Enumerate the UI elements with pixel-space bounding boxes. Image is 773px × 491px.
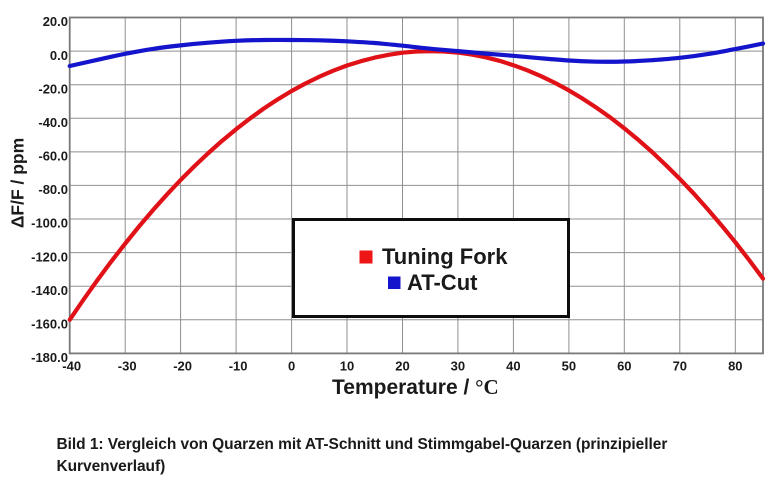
svg-text:40: 40 xyxy=(506,359,520,374)
svg-text:Temperature / °C: Temperature / °C xyxy=(332,375,499,399)
svg-text:-10: -10 xyxy=(229,359,248,374)
svg-text:Kurvenverlauf): Kurvenverlauf) xyxy=(57,458,166,475)
svg-text:ΔF/F / ppm: ΔF/F / ppm xyxy=(8,138,28,228)
svg-text:50: 50 xyxy=(562,359,576,374)
svg-text:AT-Cut: AT-Cut xyxy=(407,270,478,295)
svg-text:-100.0: -100.0 xyxy=(31,216,68,231)
svg-text:-160.0: -160.0 xyxy=(31,317,68,332)
svg-text:-20.0: -20.0 xyxy=(38,81,68,96)
svg-text:80: 80 xyxy=(728,359,742,374)
svg-text:20.0: 20.0 xyxy=(43,14,68,29)
svg-text:70: 70 xyxy=(673,359,687,374)
svg-text:0.0: 0.0 xyxy=(50,48,68,63)
svg-text:Bild 1: Vergleich von Quarzen: Bild 1: Vergleich von Quarzen mit AT-Sch… xyxy=(57,436,668,453)
svg-text:20: 20 xyxy=(395,359,409,374)
svg-text:-40.0: -40.0 xyxy=(38,115,68,130)
svg-text:60: 60 xyxy=(617,359,631,374)
svg-text:-20: -20 xyxy=(173,359,192,374)
svg-text:30: 30 xyxy=(451,359,465,374)
svg-text:-60.0: -60.0 xyxy=(38,149,68,164)
svg-text:-120.0: -120.0 xyxy=(31,249,68,264)
svg-text:-140.0: -140.0 xyxy=(31,283,68,298)
svg-text:-40: -40 xyxy=(62,359,81,374)
svg-text:-80.0: -80.0 xyxy=(38,182,68,197)
svg-text:Tuning Fork: Tuning Fork xyxy=(382,244,508,269)
svg-text:0: 0 xyxy=(288,359,295,374)
svg-text:-180.0: -180.0 xyxy=(31,350,68,365)
svg-text:-30: -30 xyxy=(118,359,137,374)
svg-text:10: 10 xyxy=(340,359,354,374)
